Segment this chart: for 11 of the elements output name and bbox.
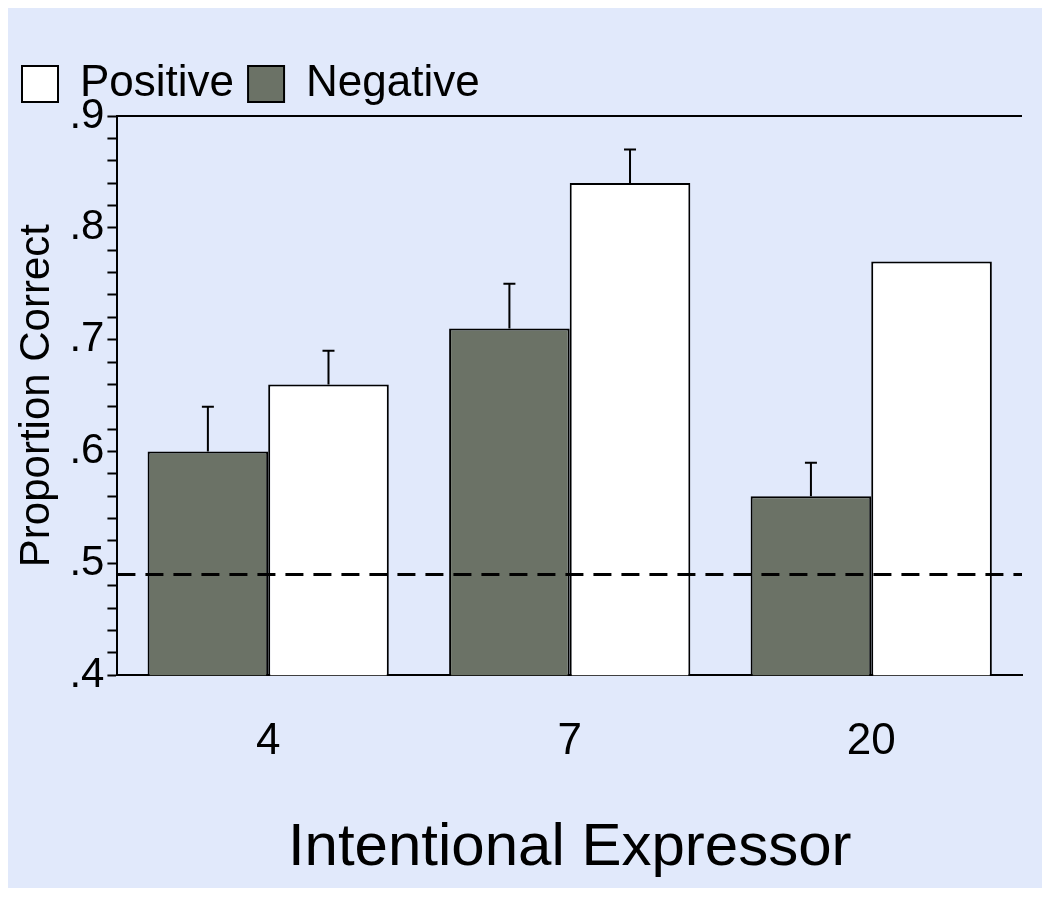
y-tick-label: .8 [69,201,105,249]
legend-label: Negative [306,56,480,106]
x-tick-label: 4 [255,713,281,763]
y-tick-label: .6 [69,425,105,473]
y-tick-label: .5 [69,536,105,584]
x-axis-title: Intentional Expressor [287,810,852,878]
y-tick-label: .7 [69,313,105,361]
x-tick-label: 7 [557,713,582,763]
y-tick-label: .4 [69,648,105,696]
y-axis-title: Proportion Correct [10,223,58,568]
x-tick-label: 20 [846,713,896,763]
